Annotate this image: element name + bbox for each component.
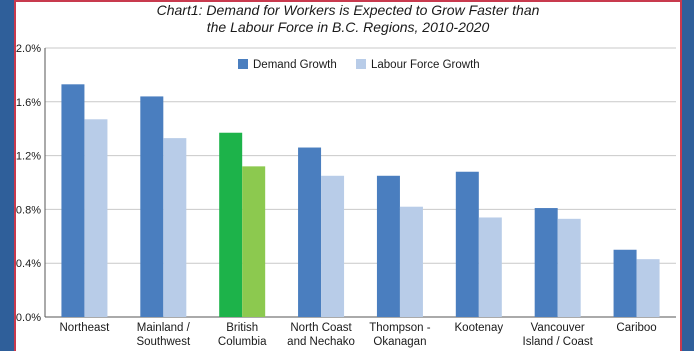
bar-demand	[140, 96, 164, 317]
x-category-label: Okanagan	[373, 336, 426, 348]
x-category-label: Cariboo	[616, 322, 656, 334]
bar-labour	[163, 138, 187, 317]
chart-title-line-2: the Labour Force in B.C. Regions, 2010-2…	[206, 19, 490, 35]
legend-label: Labour Force Growth	[371, 59, 480, 71]
bar-labour	[321, 175, 345, 317]
bar-demand	[613, 249, 637, 317]
y-tick-label: 0.8%	[16, 204, 41, 216]
y-tick-label: 2.0%	[16, 43, 41, 55]
x-category-label: Columbia	[218, 336, 267, 348]
x-category-label: North Coast	[290, 322, 352, 334]
y-tick-label: 1.6%	[16, 97, 41, 109]
y-tick-label: 1.2%	[16, 151, 41, 163]
bar-demand	[455, 171, 479, 317]
bar-labour	[478, 217, 502, 317]
bar-labour	[557, 218, 581, 317]
bar-demand	[61, 84, 85, 317]
bar-demand	[376, 175, 400, 317]
bar-labour	[399, 206, 423, 317]
x-category-label: Northeast	[60, 322, 111, 334]
legend-swatch	[356, 59, 366, 69]
bar-demand	[534, 208, 558, 317]
bar-labour	[84, 119, 108, 317]
y-tick-label: 0.0%	[16, 312, 41, 324]
bar-labour	[242, 166, 266, 317]
x-category-label: Vancouver	[531, 322, 585, 334]
chart-title: Chart1: Demand for Workers is Expected t…	[14, 2, 682, 36]
bar-demand	[298, 147, 322, 317]
x-category-label: Thompson -	[369, 322, 431, 334]
x-category-label: British	[226, 322, 258, 334]
y-tick-label: 0.4%	[16, 258, 41, 270]
legend-label: Demand Growth	[253, 59, 337, 71]
bar-labour	[636, 259, 660, 317]
x-category-label: and Nechako	[287, 336, 355, 348]
x-category-label: Kootenay	[455, 322, 504, 334]
plot-area	[45, 48, 676, 317]
chart-title-line-1: Chart1: Demand for Workers is Expected t…	[156, 2, 540, 18]
x-category-label: Island / Coast	[523, 336, 594, 348]
x-category-label: Mainland /	[137, 322, 191, 334]
x-category-label: Southwest	[136, 336, 191, 348]
legend-swatch	[238, 59, 248, 69]
bar-demand	[219, 132, 243, 317]
